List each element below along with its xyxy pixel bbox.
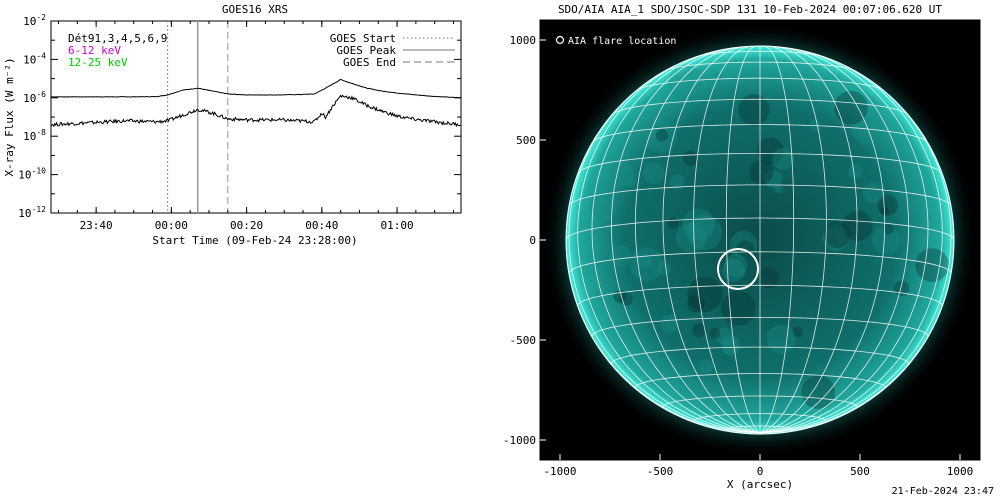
heliographic-grid [566, 46, 954, 434]
aia-x-tick-0: -1000 [543, 465, 576, 478]
series-1 [50, 94, 462, 128]
aia-y-tick-4: 1000 [510, 34, 537, 47]
x-tick-label-3: 00:40 [305, 219, 338, 232]
x-tick-label-0: 23:40 [80, 219, 113, 232]
timestamp: 21-Feb-2024 23:47 [891, 486, 994, 497]
aia-xlabel: X (arcsec) [727, 478, 793, 491]
aia-x-tick-2: 0 [757, 465, 764, 478]
goes-xrs-plot: GOES16 XRS 23:40 00:00 00:20 00:40 01:00 10-… [3, 3, 462, 247]
aia-title: SDO/AIA AIA_1 SDO/JSOC-SDP 131 10-Feb-20… [558, 3, 942, 16]
aia-x-tick-1: -500 [647, 465, 674, 478]
y-tick-label-2: 10-6 [23, 90, 46, 105]
solar-limb [565, 45, 955, 435]
goes-title: GOES16 XRS [222, 3, 288, 16]
legend-circle-icon [555, 35, 565, 45]
aia-x-tick-4: 1000 [947, 465, 974, 478]
aia-y-tick-1: -500 [510, 334, 537, 347]
y-tick-label-0: 10-2 [23, 13, 46, 28]
series-0 [50, 78, 462, 99]
y-tick-label-3: 10-8 [23, 128, 46, 143]
legend-marker-1: GOES Peak [336, 44, 396, 57]
legend-marker-2: GOES End [343, 56, 396, 69]
x-tick-label-4: 01:00 [380, 219, 413, 232]
y-tick-label-5: 10-12 [18, 205, 46, 220]
y-tick-label-4: 10-10 [18, 167, 46, 182]
legend-left-2: 12-25 keV [68, 56, 128, 69]
goes-xlabel: Start Time (09-Feb-24 23:28:00) [152, 234, 357, 247]
flare-location-circle [717, 248, 759, 290]
aia-legend-label: AIA flare location [568, 36, 676, 47]
aia-y-tick-2: 0 [529, 234, 536, 247]
aia-image-panel: SDO/AIA AIA_1 SDO/JSOC-SDP 131 10-Feb-20… [503, 3, 981, 491]
legend-left-0: Dét91,3,4,5,6,9 [68, 32, 167, 45]
aia-x-tick-3: 500 [850, 465, 870, 478]
legend-marker-0: GOES Start [330, 32, 396, 45]
x-tick-label-1: 00:00 [155, 219, 188, 232]
legend-left-1: 6-12 keV [68, 44, 121, 57]
y-tick-label-1: 10-4 [23, 51, 46, 66]
x-tick-label-2: 00:20 [230, 219, 263, 232]
aia-y-tick-0: -1000 [503, 434, 536, 447]
aia-y-tick-3: 500 [516, 134, 536, 147]
goes-ylabel: X-ray Flux (W m⁻²) [3, 57, 16, 176]
